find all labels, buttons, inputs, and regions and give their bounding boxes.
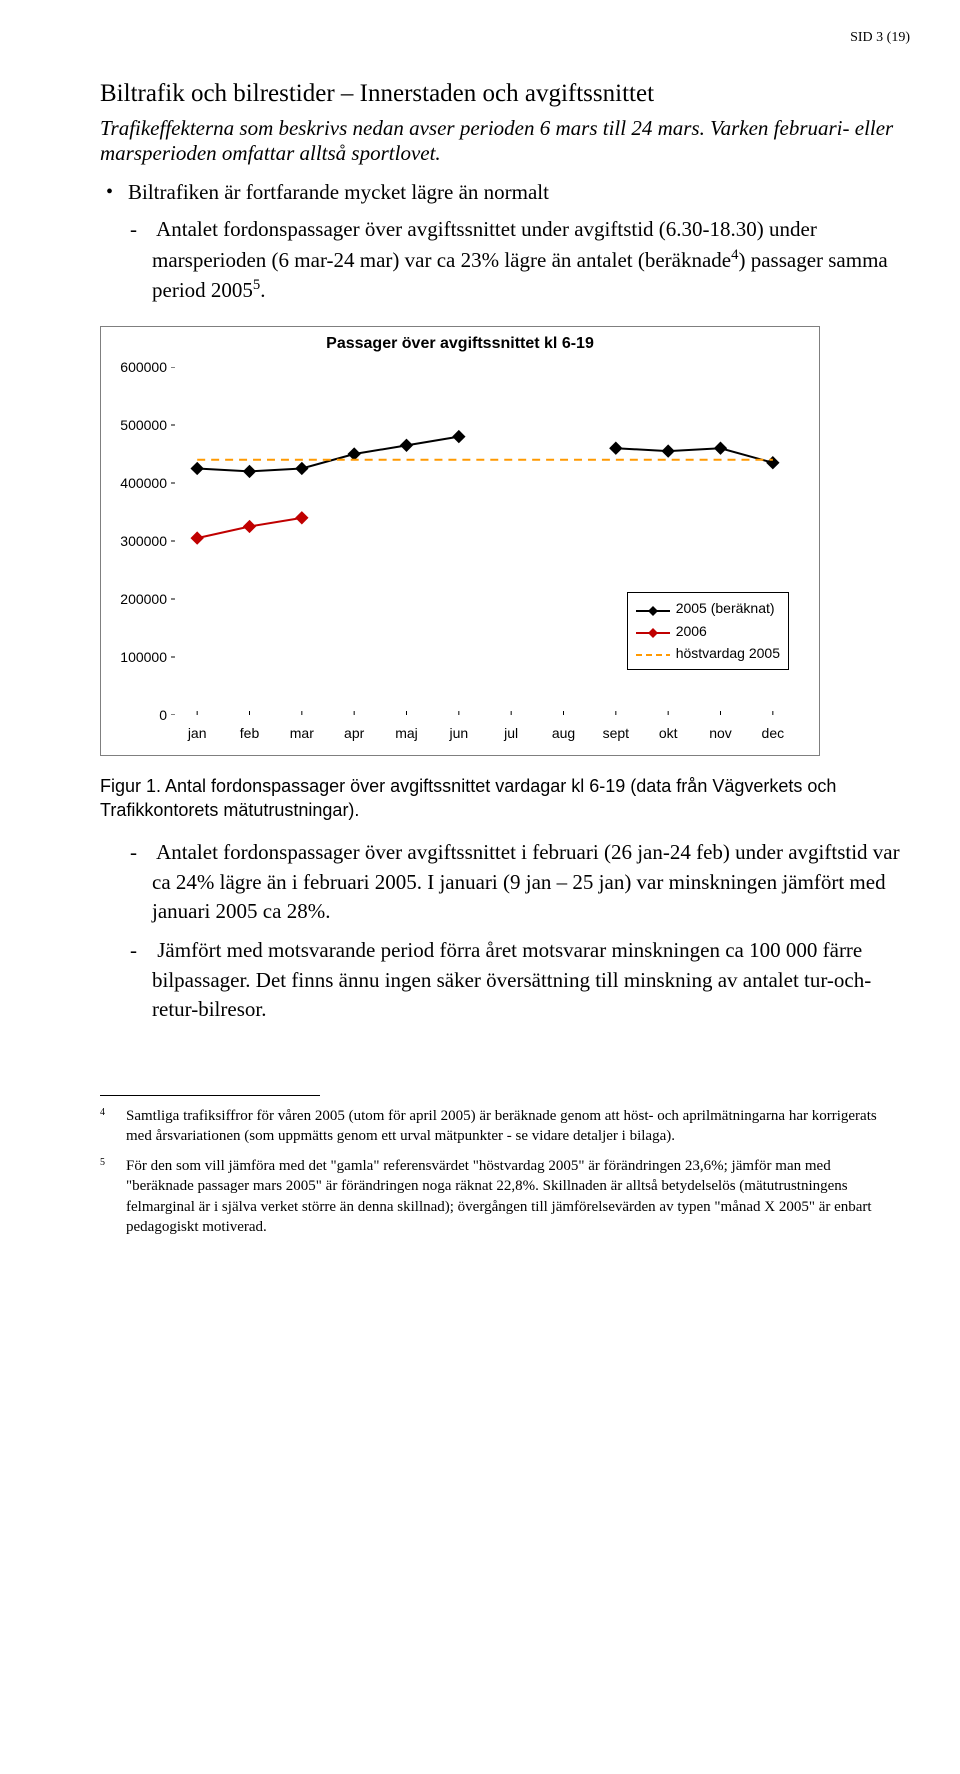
footnote: 4Samtliga trafiksiffror för våren 2005 (… xyxy=(100,1106,900,1147)
legend-swatch xyxy=(636,624,670,638)
x-axis-label: jun xyxy=(449,725,468,741)
y-axis-labels: 0100000200000300000400000500000600000 xyxy=(109,367,167,715)
legend-label: 2006 xyxy=(676,620,707,642)
section-title: Biltrafik och bilrestider – Innerstaden … xyxy=(100,80,900,108)
x-axis-label: maj xyxy=(395,725,418,741)
dash-item: Antalet fordonspassager över avgiftssnit… xyxy=(152,215,900,305)
dash-text: Antalet fordonspassager över avgiftssnit… xyxy=(152,840,900,923)
legend-item: 2006 xyxy=(636,620,780,642)
x-axis-label: sept xyxy=(603,725,629,741)
legend-swatch xyxy=(636,602,670,616)
x-axis-label: nov xyxy=(709,725,732,741)
dash-text: Jämfört med motsvarande period förra åre… xyxy=(152,938,871,1021)
y-axis-label: 300000 xyxy=(120,533,167,549)
chart-title: Passager över avgiftssnittet kl 6-19 xyxy=(101,327,819,353)
footnote-number: 5 xyxy=(100,1156,126,1170)
legend-label: 2005 (beräknat) xyxy=(676,597,775,619)
x-axis-label: feb xyxy=(240,725,259,741)
x-axis-label: dec xyxy=(762,725,785,741)
dash-text-c: . xyxy=(260,278,265,302)
x-axis-label: mar xyxy=(290,725,314,741)
bullet-item: Biltrafiken är fortfarande mycket lägre … xyxy=(100,178,900,207)
page-number: SID 3 (19) xyxy=(850,30,910,46)
dash-item: Antalet fordonspassager över avgiftssnit… xyxy=(152,838,900,926)
x-axis-label: jul xyxy=(504,725,518,741)
section-subtitle: Trafikeffekterna som beskrivs nedan avse… xyxy=(100,116,900,166)
footnote-separator xyxy=(100,1095,320,1096)
footnote-number: 4 xyxy=(100,1106,126,1120)
y-axis-label: 500000 xyxy=(120,417,167,433)
passager-chart: Passager över avgiftssnittet kl 6-19 0 10… xyxy=(100,326,820,756)
y-axis-label: 100000 xyxy=(120,649,167,665)
footnote-text: Samtliga trafiksiffror för våren 2005 (u… xyxy=(126,1108,877,1144)
x-axis-label: jan xyxy=(188,725,207,741)
legend-label: höstvardag 2005 xyxy=(676,642,780,664)
legend-swatch xyxy=(636,646,670,660)
y-axis-label: 400000 xyxy=(120,475,167,491)
y-axis-label: 600000 xyxy=(120,359,167,375)
figure-caption: Figur 1. Antal fordonspassager över avgi… xyxy=(100,774,900,823)
legend-item: höstvardag 2005 xyxy=(636,642,780,664)
footnote-text: För den som vill jämföra med det "gamla"… xyxy=(126,1158,872,1235)
footnote: 5För den som vill jämföra med det "gamla… xyxy=(100,1156,900,1237)
page: SID 3 (19) Biltrafik och bilrestider – I… xyxy=(0,0,960,1307)
x-axis-label: aug xyxy=(552,725,575,741)
legend-item: 2005 (beräknat) xyxy=(636,597,780,619)
dash-text-a: Antalet fordonspassager över avgiftssnit… xyxy=(152,217,817,271)
chart-legend: 2005 (beräknat)2006höstvardag 2005 xyxy=(627,592,789,669)
dash-item: Jämfört med motsvarande period förra åre… xyxy=(152,936,900,1024)
y-axis-label: 200000 xyxy=(120,591,167,607)
x-axis-label: okt xyxy=(659,725,678,741)
x-axis-label: apr xyxy=(344,725,364,741)
y-axis-label: 0 xyxy=(159,707,167,723)
x-axis-labels: jan feb mar apr maj jun jul aug sept okt nov dec xyxy=(171,725,799,743)
